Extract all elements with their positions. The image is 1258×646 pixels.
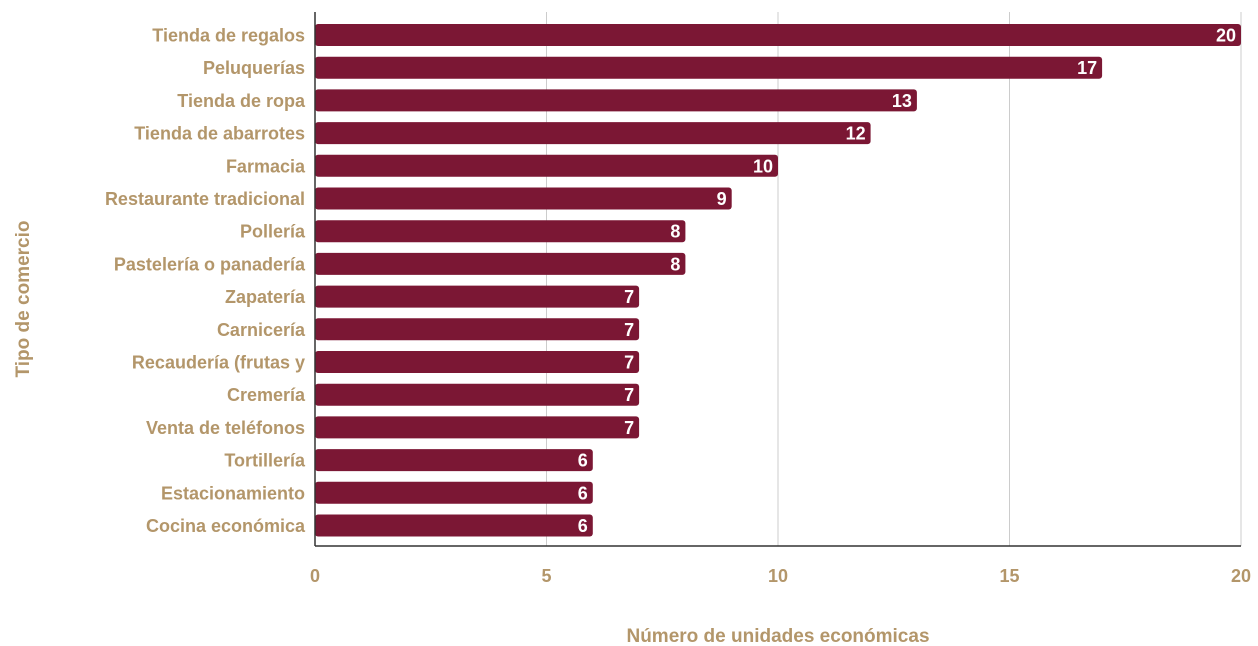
bar (315, 416, 640, 439)
category-labels: Tienda de regalos Peluquerías Tienda de ro… (105, 26, 306, 537)
bar (315, 122, 871, 145)
bar (315, 187, 732, 210)
bar (315, 514, 593, 537)
category-label: Recaudería (frutas y (132, 353, 305, 373)
bar-value-label: 13 (892, 91, 912, 111)
x-tick-labels: 0 5 10 15 20 (310, 566, 1251, 586)
bar (315, 318, 640, 341)
bar-value-label: 7 (624, 287, 634, 307)
x-tick-label: 0 (310, 566, 320, 586)
x-tick-label: 10 (768, 566, 788, 586)
bar-value-label: 6 (578, 483, 588, 503)
category-label: Cocina económica (146, 516, 306, 536)
bar-value-label: 9 (717, 189, 727, 209)
bar-value-label: 7 (624, 320, 634, 340)
bar (315, 56, 1103, 79)
bar (315, 351, 640, 373)
bar (315, 481, 593, 504)
category-label: Tienda de ropa (177, 91, 306, 111)
bar-value-label: 10 (753, 156, 773, 176)
category-label: Tienda de abarrotes (134, 124, 305, 144)
bar-value-label: 17 (1077, 58, 1097, 78)
x-tick-label: 15 (999, 566, 1019, 586)
category-label: Carnicería (217, 320, 306, 340)
category-label: Restaurante tradicional (105, 189, 305, 209)
category-label: Cremería (227, 385, 306, 405)
category-label: Venta de teléfonos (146, 418, 305, 438)
bar (315, 24, 1241, 46)
bar (315, 383, 640, 406)
bar-value-label: 8 (670, 254, 680, 274)
category-label: Peluquerías (203, 58, 305, 78)
category-label: Pastelería o panadería (114, 254, 306, 274)
y-axis-title: Tipo de comercio (13, 221, 34, 378)
bar (315, 154, 778, 177)
bar (315, 220, 686, 243)
x-axis-title: Número de unidades económicas (626, 626, 929, 646)
category-label: Farmacia (226, 156, 306, 176)
category-label: Pollería (240, 222, 306, 242)
bar (315, 252, 686, 275)
category-label: Zapatería (225, 287, 306, 307)
bar-value-label: 8 (670, 222, 680, 242)
bar-value-label: 6 (578, 451, 588, 471)
bar-value-label: 7 (624, 353, 634, 373)
bar-value-label: 6 (578, 516, 588, 536)
bar-value-label: 20 (1216, 26, 1236, 46)
bar (315, 89, 917, 112)
bar-value-label: 7 (624, 385, 634, 405)
bars: 20 17 13 12 10 9 8 8 7 7 7 7 7 6 6 6 (315, 24, 1241, 537)
bar-value-label: 7 (624, 418, 634, 438)
category-label: Tortillería (224, 451, 306, 471)
x-tick-label: 5 (541, 566, 551, 586)
category-label: Estacionamiento (161, 483, 305, 503)
bar (315, 285, 640, 308)
category-label: Tienda de regalos (152, 26, 305, 46)
x-tick-label: 20 (1231, 566, 1251, 586)
bar-value-label: 12 (846, 124, 866, 144)
bar (315, 449, 593, 472)
